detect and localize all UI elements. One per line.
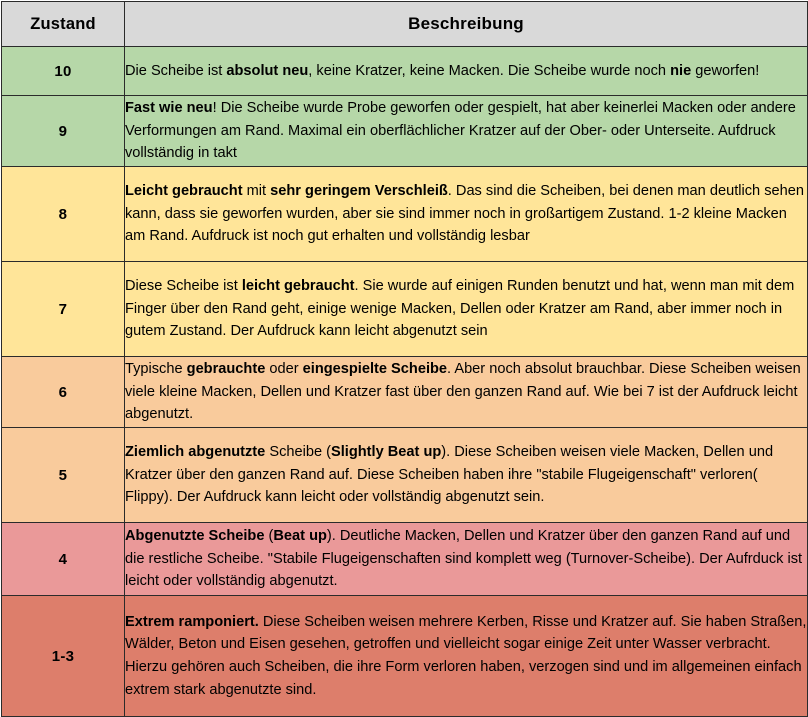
condition-state-cell: 4 bbox=[1, 522, 125, 596]
description-text: Diese Scheibe ist bbox=[125, 278, 242, 295]
table-row: 1-3 Extrem ramponiert. Diese Scheiben wei… bbox=[1, 595, 808, 717]
table-row: 4 Abgenutzte Scheibe (Beat up). Deutliche… bbox=[1, 522, 808, 596]
description-emphasis: Leicht gebraucht bbox=[125, 183, 243, 200]
description-emphasis: Extrem ramponiert. bbox=[125, 613, 259, 630]
description-emphasis: sehr geringem Verschleiß bbox=[270, 183, 448, 200]
condition-description-cell: Abgenutzte Scheibe (Beat up). Deutliche … bbox=[124, 522, 808, 596]
description-emphasis: absolut neu bbox=[226, 62, 309, 79]
condition-description-cell: Typische gebrauchte oder eingespielte Sc… bbox=[124, 356, 808, 428]
description-text: ! Die Scheibe wurde Probe geworfen oder … bbox=[125, 100, 796, 162]
table-row: 8 Leicht gebraucht mit sehr geringem Vers… bbox=[1, 166, 808, 262]
description-emphasis: Abgenutzte Scheibe bbox=[125, 528, 265, 545]
column-header-beschreibung: Beschreibung bbox=[124, 1, 808, 47]
description-text: Typische bbox=[125, 361, 187, 378]
table-header-row: Zustand Beschreibung bbox=[1, 1, 808, 47]
description-text: . Sie wurde auf einigen Runden benutzt u… bbox=[125, 278, 795, 340]
condition-state-cell: 8 bbox=[1, 166, 125, 262]
condition-state-cell: 9 bbox=[1, 95, 125, 167]
description-emphasis: eingespielte Scheibe bbox=[302, 361, 448, 378]
description-text: , keine Kratzer, keine Macken. Die Schei… bbox=[308, 62, 671, 79]
description-text: ). Diese Scheiben weisen viele Macken, D… bbox=[125, 444, 774, 506]
description-text: . Aber noch absolut brauchbar. Diese Sch… bbox=[125, 361, 801, 423]
description-emphasis: nie bbox=[670, 62, 692, 79]
table-header: Zustand Beschreibung bbox=[1, 1, 808, 47]
condition-state-cell: 6 bbox=[1, 356, 125, 428]
table-row: 9 Fast wie neu! Die Scheibe wurde Probe g… bbox=[1, 95, 808, 167]
description-emphasis: leicht gebraucht bbox=[241, 278, 355, 295]
description-text: mit bbox=[242, 183, 271, 200]
description-text: oder bbox=[265, 361, 303, 378]
table-body: 10 Die Scheibe ist absolut neu, keine Kra… bbox=[1, 46, 808, 717]
description-text: geworfen! bbox=[691, 62, 760, 79]
condition-description-cell: Die Scheibe ist absolut neu, keine Kratz… bbox=[124, 46, 808, 96]
condition-description-cell: Diese Scheibe ist leicht gebraucht. Sie … bbox=[124, 261, 808, 357]
condition-description-cell: Extrem ramponiert. Diese Scheiben weisen… bbox=[124, 595, 808, 717]
description-text: Diese Scheiben weisen mehrere Kerben, Ri… bbox=[125, 613, 807, 698]
description-emphasis: Fast wie neu bbox=[125, 100, 213, 117]
condition-state-cell: 5 bbox=[1, 427, 125, 523]
condition-state-cell: 1-3 bbox=[1, 595, 125, 717]
description-text: ). Deutliche Macken, Dellen und Kratzer … bbox=[125, 528, 803, 590]
condition-description-cell: Leicht gebraucht mit sehr geringem Versc… bbox=[124, 166, 808, 262]
description-text: . Das sind die Scheiben, bei denen man d… bbox=[125, 183, 804, 245]
condition-state-cell: 7 bbox=[1, 261, 125, 357]
column-header-zustand: Zustand bbox=[1, 1, 125, 47]
description-emphasis: Beat up bbox=[273, 528, 327, 545]
condition-description-cell: Ziemlich abgenutzte Scheibe (Slightly Be… bbox=[124, 427, 808, 523]
condition-state-cell: 10 bbox=[1, 46, 125, 96]
description-emphasis: gebrauchte bbox=[186, 361, 266, 378]
table-row: 6 Typische gebrauchte oder eingespielte S… bbox=[1, 356, 808, 428]
condition-description-cell: Fast wie neu! Die Scheibe wurde Probe ge… bbox=[124, 95, 808, 167]
table-row: 5 Ziemlich abgenutzte Scheibe (Slightly B… bbox=[1, 427, 808, 523]
description-text: ( bbox=[264, 528, 274, 545]
table-row: 7 Diese Scheibe ist leicht gebraucht. Sie… bbox=[1, 261, 808, 357]
description-emphasis: Slightly Beat up bbox=[331, 444, 442, 461]
description-emphasis: Ziemlich abgenutzte bbox=[125, 444, 266, 461]
description-text: Scheibe ( bbox=[265, 444, 331, 461]
description-text: Die Scheibe ist bbox=[125, 62, 227, 79]
table-row: 10 Die Scheibe ist absolut neu, keine Kra… bbox=[1, 46, 808, 96]
